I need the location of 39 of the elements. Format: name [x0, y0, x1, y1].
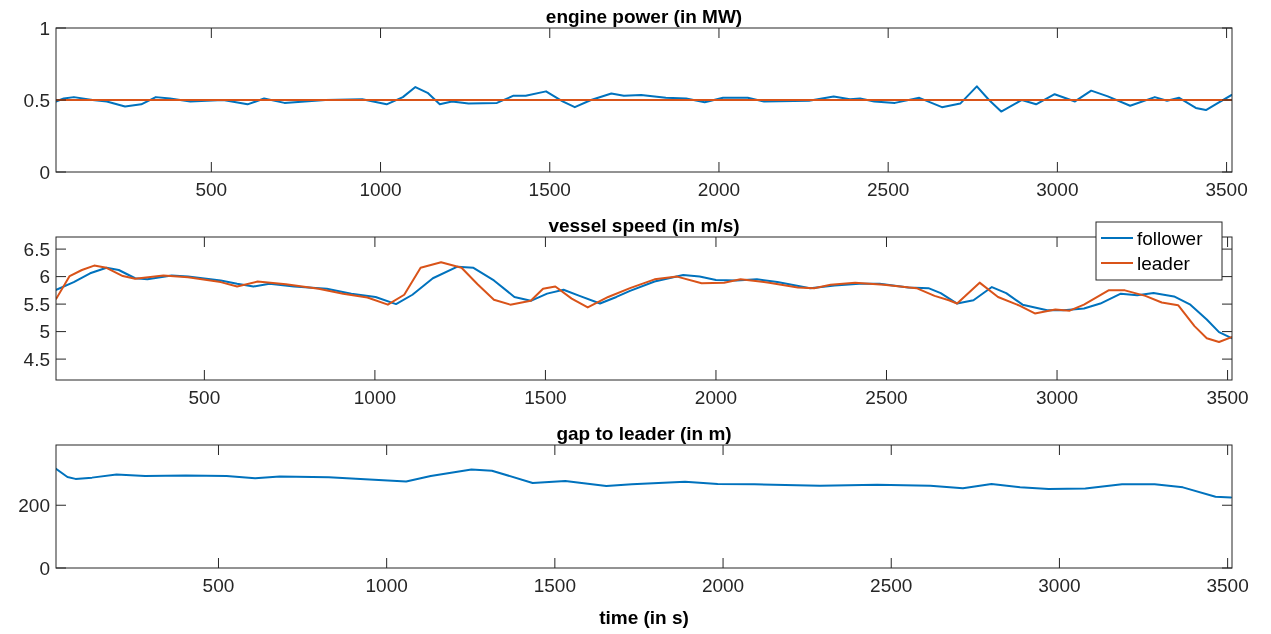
y-tick-label: 4.5	[23, 348, 50, 370]
x-tick-label: 2000	[694, 387, 738, 408]
chart-title: vessel speed (in m/s)	[548, 215, 740, 236]
y-tick-label: 0	[39, 557, 50, 579]
x-tick-label: 2500	[870, 575, 913, 596]
line-series	[56, 85, 1232, 113]
x-tick-label: 1500	[524, 387, 567, 408]
y-tick-label: 5.5	[23, 293, 50, 315]
x-tick-label: 1000	[353, 387, 397, 408]
x-tick-label: 2000	[697, 179, 741, 200]
x-tick-label: 3500	[1206, 387, 1249, 408]
line-series	[56, 467, 1232, 499]
x-tick-label: 3000	[1035, 387, 1079, 408]
y-tick-label: 6	[39, 266, 50, 288]
x-axis-title: time (in s)	[599, 607, 689, 628]
x-tick-label: 3000	[1038, 575, 1081, 596]
x-tick-label: 1500	[533, 575, 576, 596]
y-tick-label: 0.5	[23, 89, 50, 111]
x-tick-label: 2500	[865, 387, 908, 408]
x-tick-label: 1000	[359, 179, 402, 200]
x-tick-label: 500	[195, 179, 228, 200]
y-tick-label: 200	[18, 494, 50, 516]
x-tick-label: 500	[202, 575, 235, 596]
legend-label: follower	[1137, 227, 1204, 249]
chart-title: gap to leader (in m)	[556, 423, 732, 444]
x-tick-label: 1000	[365, 575, 408, 596]
x-tick-label: 1500	[528, 179, 571, 200]
x-tick-label: 3000	[1036, 179, 1079, 200]
legend-label: leader	[1137, 252, 1191, 274]
x-tick-label: 2000	[701, 575, 745, 596]
x-tick-label: 3500	[1205, 179, 1248, 200]
chart-title: engine power (in MW)	[545, 6, 743, 27]
y-tick-label: 6.5	[23, 238, 50, 260]
y-tick-label: 1	[39, 17, 50, 39]
x-tick-label: 500	[188, 387, 221, 408]
x-tick-label: 2500	[867, 179, 910, 200]
x-tick-label: 3500	[1206, 575, 1249, 596]
y-tick-label: 5	[39, 321, 50, 343]
y-tick-label: 0	[39, 161, 50, 183]
